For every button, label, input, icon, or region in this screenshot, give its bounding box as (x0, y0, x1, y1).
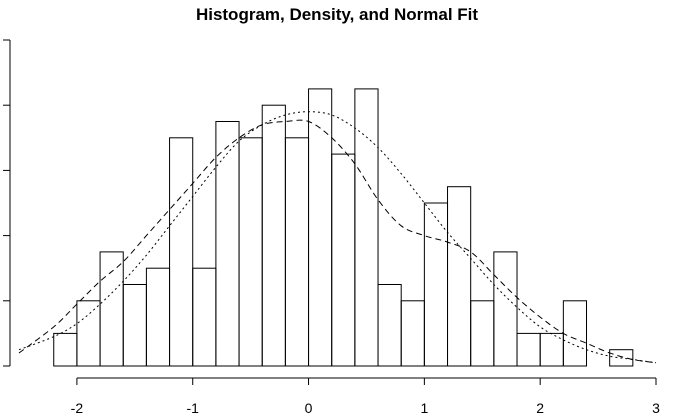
histogram-bar-10 (284, 137, 310, 367)
histogram-bar-11 (308, 88, 333, 367)
histogram-bar-9 (261, 104, 286, 367)
histogram-bar-16 (423, 202, 449, 367)
histogram-bar-1 (76, 300, 101, 367)
x-tick-label-2: 0 (305, 400, 313, 416)
x-tick-label-4: 2 (536, 400, 544, 416)
histogram-bar-4 (145, 267, 171, 367)
histogram-bar-7 (215, 121, 240, 367)
histogram-bar-19 (493, 251, 518, 367)
chart-title: Histogram, Density, and Normal Fit (196, 5, 478, 24)
x-tick-label-1: -1 (187, 400, 200, 416)
histogram-bar-2 (99, 251, 124, 367)
histogram-bar-14 (377, 284, 402, 367)
histogram-bars (53, 88, 634, 367)
histogram-bar-3 (122, 284, 147, 367)
curves (18, 111, 657, 364)
x-tick-label-5: 3 (652, 400, 660, 416)
curve-dashed (18, 119, 657, 364)
x-tick-label-0: -2 (71, 400, 84, 416)
histogram-bar-8 (238, 137, 263, 367)
histogram-bar-12 (331, 153, 356, 367)
histogram-bar-15 (400, 300, 425, 367)
histogram-bar-23 (609, 349, 634, 367)
histogram-bar-18 (470, 300, 495, 367)
curve-dotted (18, 111, 657, 364)
histogram-bar-13 (354, 88, 379, 367)
y-axis (3, 39, 11, 367)
histogram-bar-5 (169, 137, 194, 367)
histogram-bar-20 (516, 332, 541, 367)
histogram-bar-17 (447, 186, 472, 367)
x-axis: -2 -1 0 1 2 3 (71, 377, 660, 416)
histogram-bar-0 (53, 332, 78, 367)
x-tick-label-3: 1 (420, 400, 428, 416)
histogram-bar-6 (192, 267, 217, 367)
histogram-bar-22 (562, 300, 588, 367)
